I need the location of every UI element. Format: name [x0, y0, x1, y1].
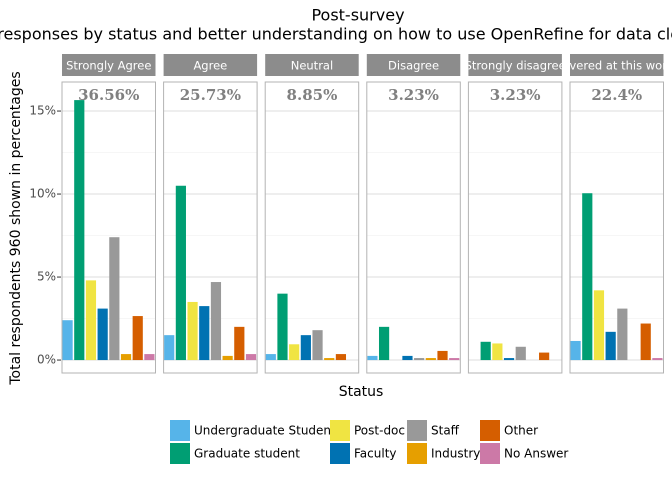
bar	[120, 354, 132, 361]
bar	[593, 290, 605, 361]
bar	[425, 358, 436, 361]
legend-label: Undergraduate Student	[194, 424, 336, 438]
bar	[109, 237, 120, 361]
facet-strip	[163, 54, 258, 76]
bar	[277, 293, 288, 361]
bar	[640, 323, 651, 361]
panel-background	[468, 82, 562, 373]
y-tick-label: 0%	[37, 353, 56, 367]
bar	[570, 340, 581, 361]
bar	[132, 316, 143, 361]
bar	[234, 326, 245, 361]
bar	[652, 358, 663, 361]
bar	[222, 355, 233, 361]
bar	[515, 346, 526, 361]
panel-border	[467, 81, 563, 374]
panel-border	[366, 81, 461, 374]
chart-subtitle: responses by status and better understan…	[0, 25, 672, 44]
panel-border	[163, 81, 258, 374]
x-axis-label: Status	[339, 384, 384, 400]
facet-strip-label: Strongly Agree	[66, 59, 151, 73]
bar	[199, 306, 210, 361]
facet-strip	[468, 54, 562, 76]
bar	[187, 301, 198, 361]
bar	[85, 280, 97, 361]
bar	[335, 354, 347, 361]
facet-total-label: 25.73%	[180, 86, 241, 104]
legend-label: Industry	[431, 447, 480, 461]
bar	[605, 331, 616, 361]
bar	[324, 358, 335, 361]
bar	[289, 344, 300, 361]
legend-key	[330, 443, 350, 464]
facet-strip	[570, 54, 664, 76]
bar	[144, 354, 155, 361]
bar	[62, 320, 73, 361]
y-tick-label: 15%	[29, 104, 56, 118]
facet-strip	[62, 54, 156, 76]
legend-key	[407, 420, 427, 441]
panel-background	[366, 82, 461, 373]
y-tick-label: 5%	[37, 270, 56, 284]
legend-label: Staff	[431, 424, 460, 438]
bar	[378, 326, 390, 361]
facet-strip-label: Neutral	[291, 59, 333, 73]
legend-key	[480, 443, 500, 464]
bar	[164, 335, 175, 361]
bar	[300, 335, 311, 361]
panel-border	[264, 81, 360, 374]
legend-key	[407, 443, 427, 464]
facet-total-label: 36.56%	[78, 86, 139, 104]
facet-strip	[265, 54, 359, 76]
bar	[97, 308, 108, 361]
legend-key	[170, 420, 190, 441]
bar	[539, 352, 550, 361]
facet-strip-label: Agree	[193, 59, 227, 73]
bar	[402, 355, 413, 361]
bar	[582, 193, 593, 361]
bar	[414, 358, 425, 361]
bar	[175, 185, 186, 361]
bar	[74, 100, 85, 361]
legend-label: No Answer	[504, 447, 568, 461]
bar	[245, 354, 257, 361]
chart-title: Post-survey	[311, 6, 404, 25]
panel-border	[569, 81, 664, 374]
bar	[449, 358, 460, 361]
bar	[617, 308, 628, 361]
bar	[437, 350, 448, 361]
facet-strip-label: Strongly disagree	[465, 59, 566, 73]
y-tick-label: 10%	[29, 187, 56, 201]
facet-total-label: 22.4%	[591, 86, 642, 104]
legend-label: Other	[504, 424, 538, 438]
legend-key	[330, 420, 350, 441]
bar	[367, 355, 378, 361]
facet-strip-label: Not covered at this workshop	[532, 59, 672, 73]
bar	[210, 282, 222, 361]
facet-total-label: 3.23%	[490, 86, 541, 104]
legend-key	[170, 443, 190, 464]
panel-border	[61, 81, 156, 374]
facet-total-label: 8.85%	[287, 86, 338, 104]
facet-strip-label: Disagree	[388, 59, 439, 73]
bar	[312, 330, 323, 361]
legend-label: Faculty	[354, 447, 397, 461]
legend-key	[480, 420, 500, 441]
facet-total-label: 3.23%	[388, 86, 439, 104]
bar	[265, 354, 276, 361]
bar	[480, 341, 491, 361]
facet-strip	[366, 54, 461, 76]
y-axis-label: Total respondents 960 shown in percentag…	[8, 71, 24, 385]
bar	[503, 358, 515, 361]
legend-label: Post-doc	[354, 424, 405, 438]
bar	[492, 343, 503, 361]
legend-label: Graduate student	[194, 447, 300, 461]
